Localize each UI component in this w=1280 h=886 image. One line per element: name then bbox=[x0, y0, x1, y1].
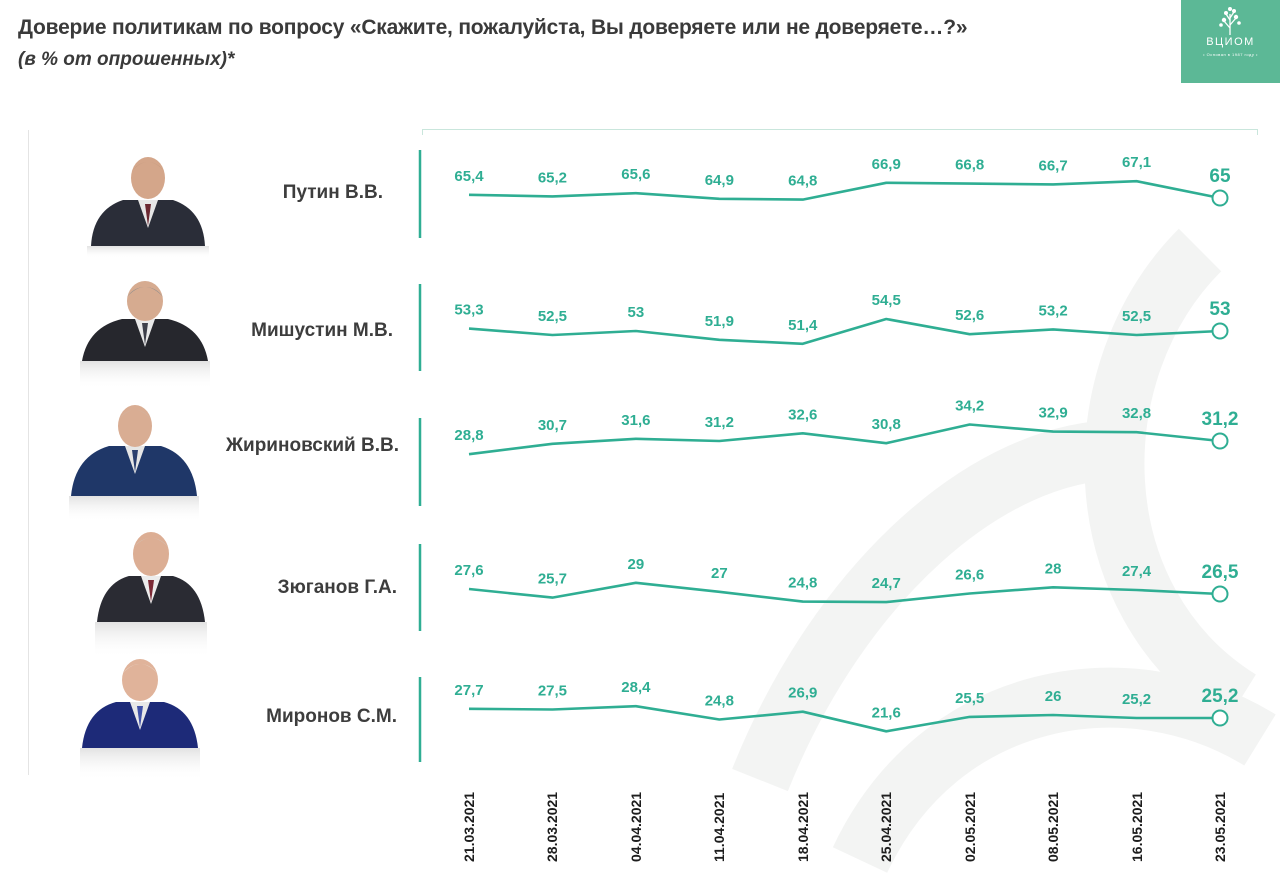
date-tick-label: 18.04.2021 bbox=[794, 791, 811, 862]
data-label: 29 bbox=[628, 556, 645, 573]
photo-zyuganov bbox=[95, 526, 225, 658]
date-tick-label: 21.03.2021 bbox=[461, 791, 477, 862]
photo-mishustin bbox=[80, 279, 210, 389]
series-line bbox=[468, 704, 1220, 733]
data-label: 26 bbox=[1045, 688, 1062, 705]
politician-name-mishustin: Мишустин М.В. bbox=[251, 320, 393, 341]
data-label: 52,6 bbox=[955, 307, 984, 324]
date-axis: 21.03.2021 28.03.2021 04.04.2021 11.04.2021… bbox=[0, 0, 1228, 862]
series-line bbox=[468, 423, 1221, 456]
data-label: 65,2 bbox=[538, 169, 567, 186]
data-label: 52,5 bbox=[1122, 308, 1151, 325]
data-label: 32,9 bbox=[1039, 405, 1068, 422]
series-end-marker bbox=[1211, 322, 1229, 340]
logo-tagline: • Основан в 1987 году • bbox=[1203, 52, 1258, 57]
data-label: 67,1 bbox=[1122, 154, 1151, 171]
data-label: 53 bbox=[1209, 299, 1230, 320]
data-label: 30,7 bbox=[538, 417, 567, 434]
date-tick-label: 25.04.2021 bbox=[878, 791, 895, 862]
data-label: 24,8 bbox=[705, 692, 734, 709]
data-label: 28 bbox=[1045, 560, 1062, 577]
date-tick-label: 11.04.2021 bbox=[711, 792, 728, 862]
politician-name-mironov: Миронов С.М. bbox=[266, 706, 397, 727]
data-label: 25,2 bbox=[1202, 686, 1239, 707]
series-line bbox=[468, 179, 1221, 201]
data-label: 53 bbox=[628, 304, 645, 321]
data-label: 31,2 bbox=[705, 414, 734, 431]
data-label: 52,5 bbox=[538, 308, 567, 325]
page-title: Доверие политикам по вопросу «Скажите, п… bbox=[18, 16, 968, 39]
series-end-marker bbox=[1211, 189, 1229, 207]
data-label: 27,6 bbox=[454, 562, 483, 579]
data-label: 24,8 bbox=[788, 575, 817, 592]
data-label: 31,2 bbox=[1202, 409, 1239, 430]
data-label: 25,2 bbox=[1122, 691, 1151, 708]
logo-name: ВЦИОМ bbox=[1206, 36, 1255, 48]
data-label: 66,7 bbox=[1039, 157, 1068, 174]
top-bracket bbox=[422, 129, 1258, 130]
data-label: 28,8 bbox=[454, 427, 483, 444]
photo-mironov bbox=[80, 654, 210, 780]
data-label: 32,6 bbox=[788, 406, 817, 423]
data-label: 53,3 bbox=[454, 302, 483, 319]
top-bracket-left-tick bbox=[422, 129, 423, 135]
data-label: 21,6 bbox=[872, 704, 901, 721]
data-label: 51,9 bbox=[705, 313, 734, 330]
data-label: 27,4 bbox=[1122, 563, 1152, 580]
data-label: 64,8 bbox=[788, 173, 817, 190]
date-tick-label: 16.05.2021 bbox=[1128, 791, 1145, 862]
tree-icon bbox=[1219, 7, 1241, 35]
politician-name-putin: Путин В.В. bbox=[282, 182, 383, 203]
page-subtitle: (в % от опрошенных)* bbox=[18, 49, 235, 70]
politician-name-zyuganov: Зюганов Г.А. bbox=[277, 577, 397, 598]
series-line bbox=[468, 581, 1221, 604]
data-label: 65,4 bbox=[454, 168, 484, 185]
top-bracket-right-tick bbox=[1257, 129, 1258, 135]
date-tick-label: 04.04.2021 bbox=[627, 791, 644, 862]
date-tick-label: 08.05.2021 bbox=[1045, 791, 1062, 862]
data-label: 27,5 bbox=[538, 682, 567, 699]
series-end-marker bbox=[1211, 432, 1229, 450]
data-label: 27,7 bbox=[454, 682, 483, 699]
data-label: 51,4 bbox=[788, 317, 818, 334]
data-label: 65 bbox=[1209, 166, 1231, 187]
leaf-watermark-icon bbox=[732, 228, 1276, 874]
photo-putin bbox=[83, 148, 213, 258]
photo-zhirinovsky bbox=[69, 398, 199, 522]
data-label: 26,5 bbox=[1202, 562, 1239, 583]
data-label: 54,5 bbox=[872, 292, 901, 309]
date-tick-label: 28.03.2021 bbox=[544, 791, 561, 862]
data-label: 28,4 bbox=[621, 679, 651, 696]
data-label: 24,7 bbox=[872, 575, 901, 592]
politician-name-zhirinovsky: Жириновский В.В. bbox=[225, 435, 399, 456]
data-label: 66,8 bbox=[955, 157, 984, 174]
data-label: 30,8 bbox=[872, 416, 901, 433]
data-label: 27 bbox=[711, 565, 728, 582]
data-label: 26,6 bbox=[955, 567, 984, 584]
data-label: 64,9 bbox=[705, 172, 734, 189]
data-label: 25,7 bbox=[538, 571, 567, 588]
data-label: 66,9 bbox=[872, 156, 901, 173]
vciom-logo: ВЦИОМ • Основан в 1987 году • bbox=[1181, 0, 1280, 83]
data-label: 53,2 bbox=[1039, 302, 1068, 319]
left-divider bbox=[28, 130, 29, 775]
date-tick-label: 23.05.2021 bbox=[1212, 791, 1228, 862]
data-label: 34,2 bbox=[955, 398, 984, 415]
data-label: 25,5 bbox=[955, 690, 984, 707]
data-label: 32,8 bbox=[1122, 405, 1151, 422]
data-label: 26,9 bbox=[788, 685, 817, 702]
data-label: 31,6 bbox=[621, 412, 650, 429]
series-line bbox=[468, 317, 1221, 346]
data-label: 65,6 bbox=[621, 166, 650, 183]
series-end-marker bbox=[1211, 585, 1229, 603]
date-tick-label: 02.05.2021 bbox=[961, 791, 978, 862]
series-end-marker bbox=[1211, 709, 1229, 727]
